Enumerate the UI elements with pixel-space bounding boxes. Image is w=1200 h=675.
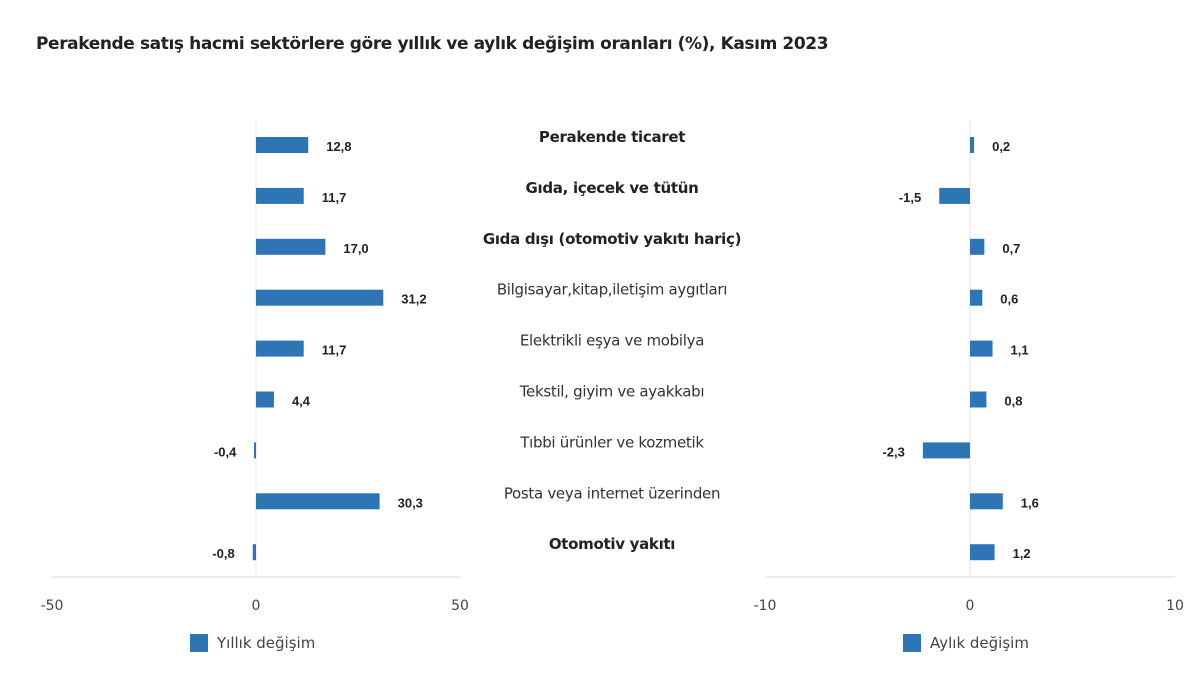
x-tick-label-monthly: -10 — [754, 598, 777, 614]
data-label-monthly: 0,2 — [992, 139, 1010, 154]
bar-annual — [252, 544, 256, 561]
legend-label-monthly: Aylık değişim — [930, 634, 1029, 652]
bar-monthly — [970, 544, 995, 561]
bar-monthly — [970, 493, 1003, 510]
data-label-monthly: -2,3 — [882, 444, 904, 459]
bar-annual — [256, 289, 384, 306]
legend-swatch-monthly — [903, 634, 921, 652]
bar-annual — [254, 442, 256, 459]
category-label: Gıda, içecek ve tütün — [526, 179, 699, 197]
x-tick-label-annual: -50 — [41, 598, 64, 614]
data-label-annual: -0,8 — [212, 546, 234, 561]
category-label: Elektrikli eşya ve mobilya — [520, 332, 704, 350]
data-label-monthly: 1,1 — [1011, 343, 1029, 358]
category-label: Tekstil, giyim ve ayakkabı — [519, 383, 705, 401]
bar-annual — [256, 493, 380, 510]
data-label-monthly: -1,5 — [899, 190, 921, 205]
bar-annual — [256, 187, 304, 204]
data-label-annual: 31,2 — [401, 292, 426, 307]
data-label-monthly: 0,6 — [1000, 292, 1018, 307]
legend-label-annual: Yıllık değişim — [216, 634, 315, 652]
x-tick-label-annual: 0 — [252, 598, 261, 614]
bar-monthly — [970, 238, 985, 255]
bar-monthly — [922, 442, 970, 459]
data-label-annual: 17,0 — [343, 241, 368, 256]
category-label: Gıda dışı (otomotiv yakıtı hariç) — [483, 230, 741, 248]
legend-swatch-annual — [190, 634, 208, 652]
data-label-annual: 4,4 — [292, 394, 311, 409]
x-tick-label-annual: 50 — [451, 598, 469, 614]
bar-monthly — [970, 137, 975, 153]
bar-monthly — [970, 391, 987, 408]
category-label: Posta veya internet üzerinden — [504, 484, 720, 502]
bar-monthly — [970, 289, 983, 306]
data-label-annual: 11,7 — [322, 343, 347, 358]
category-label: Otomotiv yakıtı — [549, 535, 675, 553]
data-label-monthly: 0,7 — [1002, 241, 1020, 256]
chart-title: Perakende satış hacmi sektörlere göre yı… — [36, 34, 829, 54]
bar-annual — [256, 238, 326, 255]
category-label: Tıbbi ürünler ve kozmetik — [519, 433, 704, 451]
category-label: Perakende ticaret — [539, 128, 685, 146]
category-label: Bilgisayar,kitap,iletişim aygıtları — [497, 281, 727, 299]
data-label-monthly: 1,6 — [1021, 495, 1039, 510]
bar-monthly — [939, 187, 970, 204]
bar-monthly — [970, 340, 993, 357]
data-label-monthly: 0,8 — [1004, 394, 1022, 409]
data-label-monthly: 1,2 — [1013, 546, 1031, 561]
data-label-annual: 30,3 — [398, 495, 423, 510]
data-label-annual: 12,8 — [326, 139, 351, 154]
bar-annual — [256, 391, 274, 408]
data-label-annual: -0,4 — [214, 444, 237, 459]
x-tick-label-monthly: 0 — [966, 598, 975, 614]
bar-annual — [256, 137, 309, 153]
bar-annual — [256, 340, 304, 357]
x-tick-label-monthly: 10 — [1166, 598, 1184, 614]
data-label-annual: 11,7 — [322, 190, 347, 205]
